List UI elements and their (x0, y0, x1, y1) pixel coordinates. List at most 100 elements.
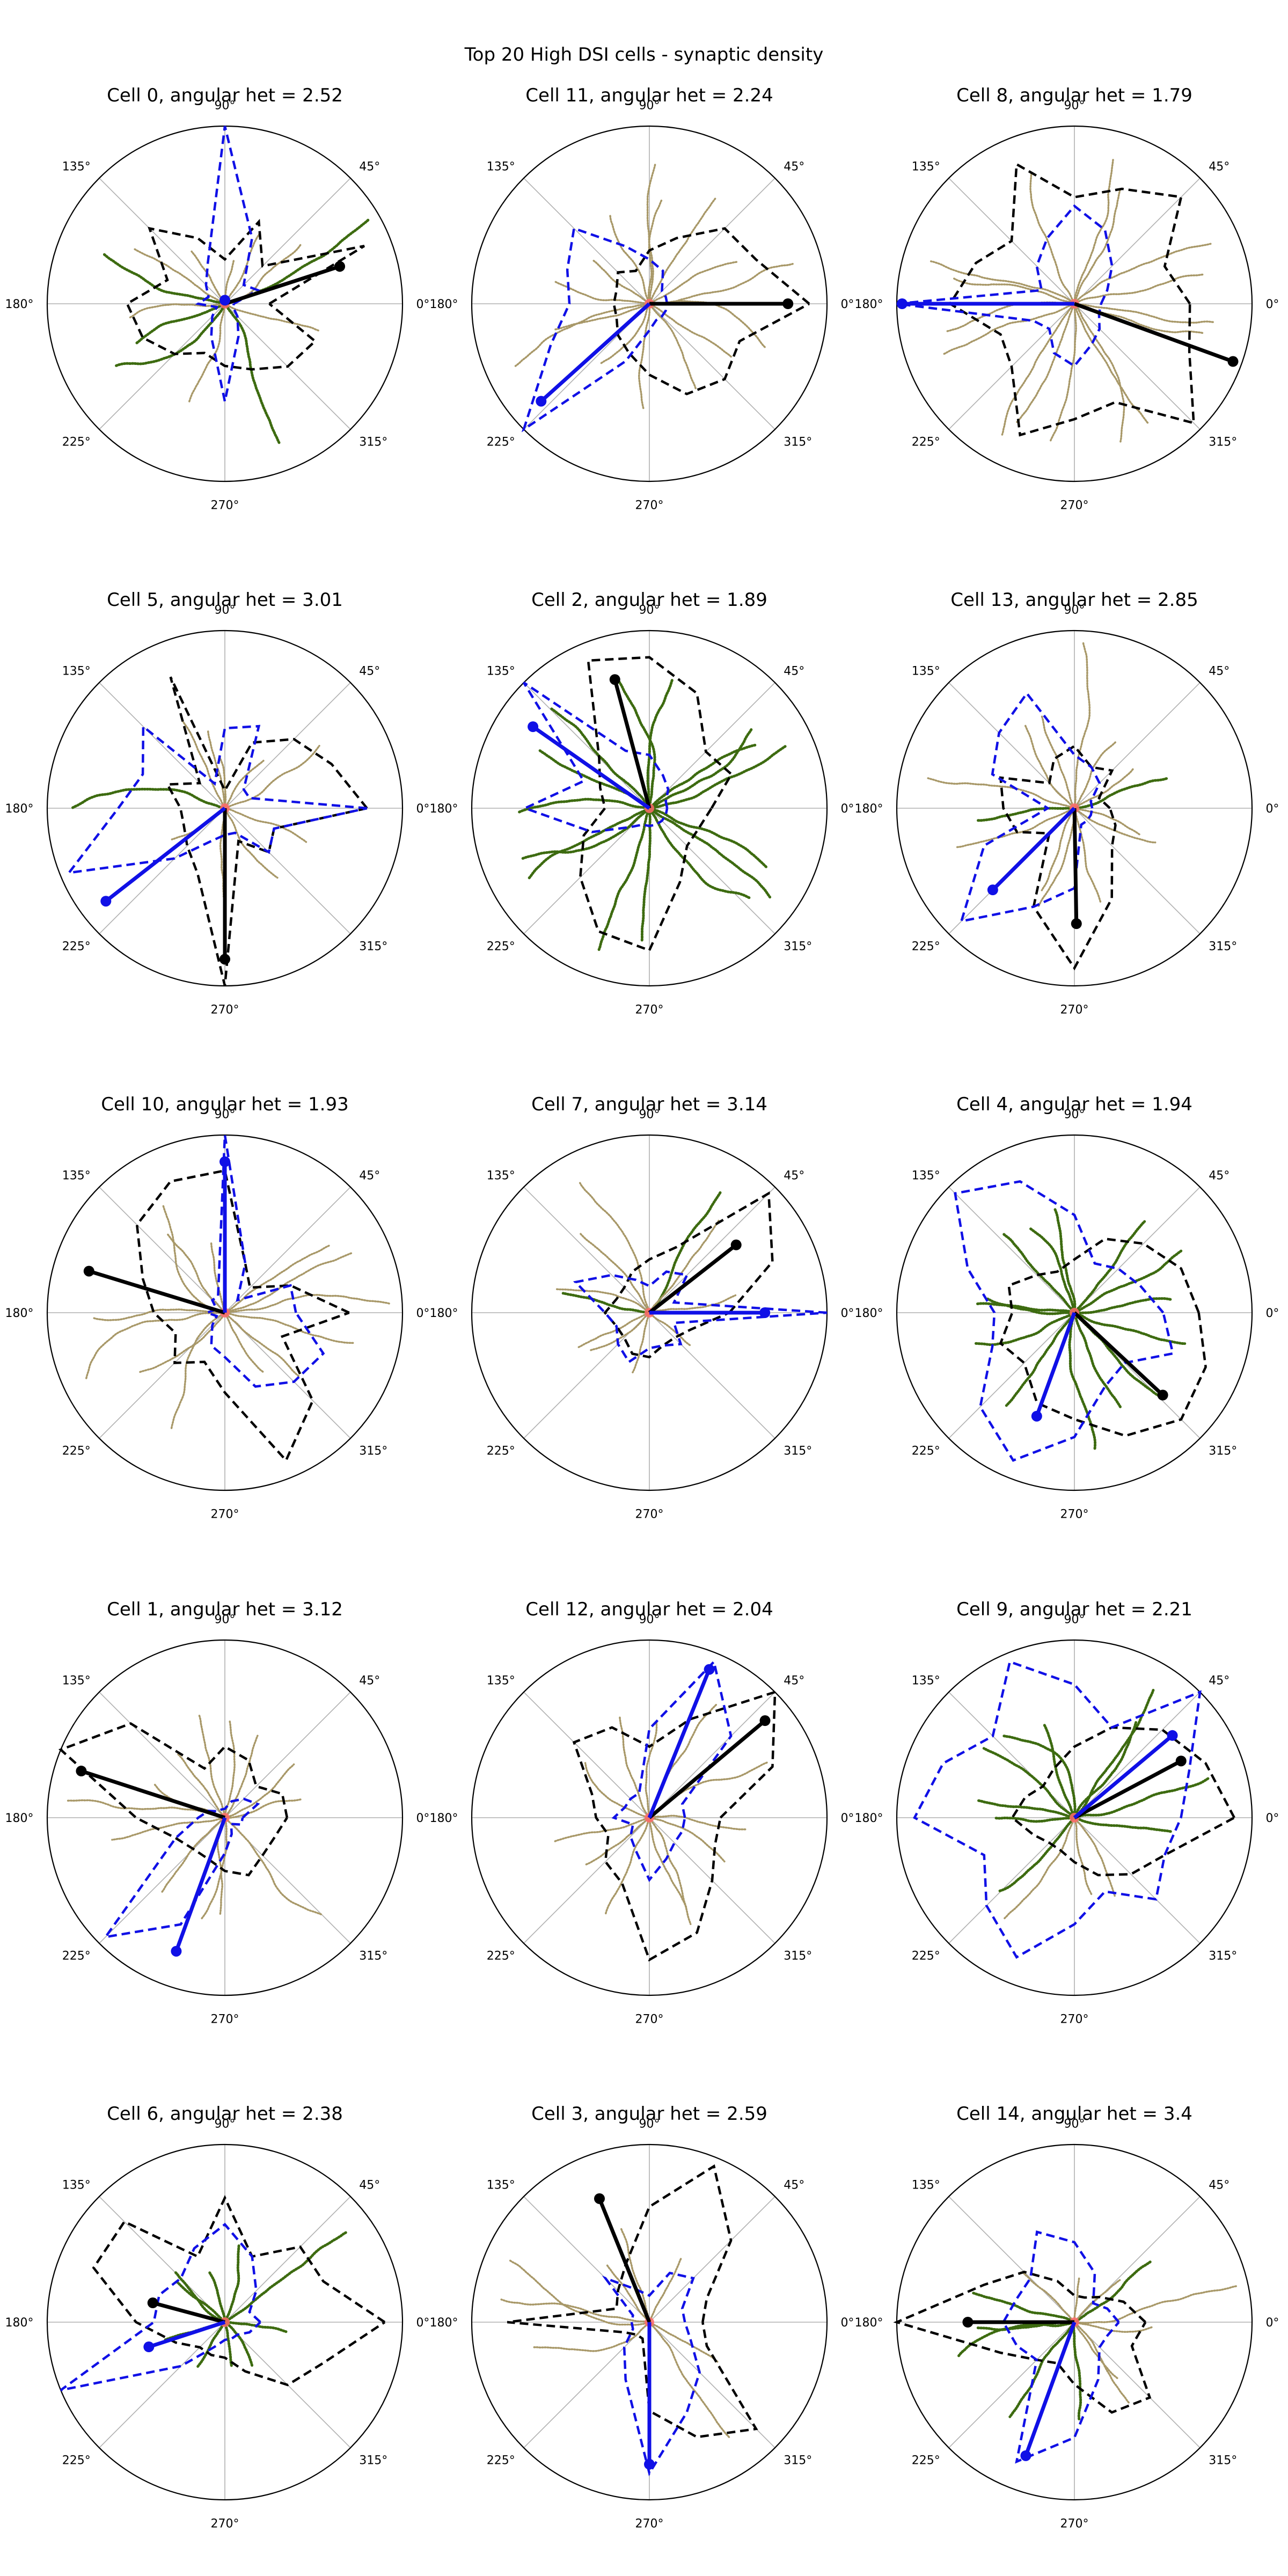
dendrite-branch (1073, 2285, 1239, 2324)
dendrite-branch (176, 2281, 226, 2324)
dendrite-branch (632, 1312, 650, 1373)
angle-tick-label: 270° (211, 1003, 239, 1016)
polar-panel: Cell 11, angular het = 2.24 0° 45° 90° 135° 1… (430, 85, 854, 512)
dendrite-branch (224, 1245, 330, 1314)
angle-tick-label: 315° (359, 435, 387, 449)
polar-frame (471, 2143, 828, 2501)
angle-tick-label: 135° (62, 2179, 91, 2192)
dendrite-branch (576, 1312, 650, 1349)
excitatory-density-profile (999, 744, 1117, 971)
angle-tick-label: 90° (1064, 1108, 1085, 1122)
angle-tick-label: 270° (211, 2517, 239, 2530)
polar-frame (471, 125, 828, 482)
dendrite-branch (648, 303, 732, 358)
dendrite-branch (648, 262, 794, 305)
dendrite-branch (1073, 273, 1204, 305)
excitatory-vector (152, 2301, 225, 2324)
angle-tick-label: 225° (487, 435, 515, 449)
polar-panel: Cell 0, angular het = 2.52 0° 45° 90° 135° 18… (5, 85, 430, 512)
dendrite-branch (224, 759, 265, 809)
angular-gridline (523, 1692, 650, 1818)
panel-title: Cell 13, angular het = 2.85 (950, 589, 1198, 611)
inhibitory-vector-tip (896, 298, 908, 309)
angle-tick-label: 90° (215, 99, 236, 113)
angle-tick-label: 0° (840, 1307, 854, 1320)
excitatory-density-profile (603, 1191, 774, 1359)
dendrite-branch (1002, 1735, 1077, 1819)
angular-gridline (99, 303, 225, 430)
dendrite-branch (208, 2270, 226, 2324)
dendrite-branch (103, 253, 226, 305)
inhibitory-density-profile (960, 691, 1101, 923)
angle-tick-label: 135° (912, 160, 940, 174)
panel-title: Cell 9, angular het = 2.21 (956, 1599, 1192, 1620)
angle-tick-label: 90° (215, 1108, 236, 1122)
angular-gridline (99, 1187, 225, 1313)
angle-tick-label: 180° (5, 802, 34, 816)
polar-frame (46, 1134, 404, 1491)
angle-tick-label: 0° (840, 298, 854, 311)
dendrite-branch (927, 777, 1075, 809)
dendrite-branch (1024, 724, 1075, 809)
angle-tick-label: 0° (416, 1307, 429, 1320)
excitatory-vector (88, 1269, 226, 1315)
angle-tick-label: 90° (215, 604, 236, 617)
panel-title: Cell 1, angular het = 3.12 (107, 1599, 343, 1620)
angular-gridline (948, 1817, 1075, 1944)
excitatory-vector-tip (219, 954, 230, 965)
excitatory-vector (648, 1719, 766, 1819)
dendrite-branch (648, 303, 697, 390)
excitatory-density-profile (893, 2271, 1152, 2414)
angle-tick-label: 135° (487, 160, 515, 174)
dendrite-branch (223, 2243, 240, 2324)
dendrite-branch (1073, 641, 1091, 809)
dendrite-branch (606, 2264, 650, 2323)
dendrite-branch (135, 302, 226, 345)
dendrite-branch (638, 303, 651, 410)
angular-gridline (649, 303, 775, 430)
angular-gridline (523, 682, 650, 809)
angle-tick-label: 0° (1265, 1812, 1279, 1825)
angle-tick-label: 45° (359, 665, 380, 678)
excitatory-density-profile (1011, 1726, 1235, 1877)
angle-tick-label: 225° (62, 435, 91, 449)
polar-frame (46, 2143, 404, 2501)
angular-gridline (99, 808, 225, 934)
angular-gridline (523, 178, 650, 304)
dendrite-branch (646, 162, 656, 305)
dendrite-branch (1073, 2321, 1118, 2380)
dendrite-branch (181, 720, 226, 809)
dendrite-branch (114, 302, 226, 368)
dendrite-branch (223, 2321, 254, 2368)
inhibitory-vector-tip (1167, 1730, 1178, 1741)
dendrite-branch (174, 2271, 226, 2324)
dendrite-branch (953, 277, 1075, 305)
excitatory-vector (80, 1769, 226, 1820)
angular-gridline (649, 2196, 775, 2323)
angle-tick-label: 315° (784, 1444, 812, 1458)
angular-gridline (99, 178, 225, 304)
polar-frame (471, 630, 828, 987)
dendrite-branch (1015, 303, 1075, 423)
angle-tick-label: 225° (912, 2454, 940, 2467)
dendrite-branch (71, 787, 226, 810)
dendrite-branch (648, 2321, 731, 2440)
dendrite-branch (1073, 1776, 1211, 1819)
angular-gridline (1074, 808, 1201, 934)
dendrite-branch (998, 1816, 1076, 1893)
dendrite-branch (974, 1311, 1076, 1346)
dendrite-branch (648, 2257, 682, 2323)
angle-tick-label: 315° (784, 435, 812, 449)
angle-tick-label: 180° (430, 298, 458, 311)
angle-tick-label: 0° (840, 1812, 854, 1825)
panel-title: Cell 0, angular het = 2.52 (107, 85, 343, 106)
angle-tick-label: 270° (635, 2012, 664, 2026)
dendrite-branch (1073, 807, 1157, 844)
angle-tick-label: 315° (1209, 2454, 1237, 2467)
angular-gridline (1074, 303, 1201, 430)
excitatory-vector (224, 265, 341, 306)
dendrite-branch (224, 231, 261, 305)
excitatory-vector (1073, 302, 1234, 363)
inhibitory-vector-tip (219, 295, 230, 306)
